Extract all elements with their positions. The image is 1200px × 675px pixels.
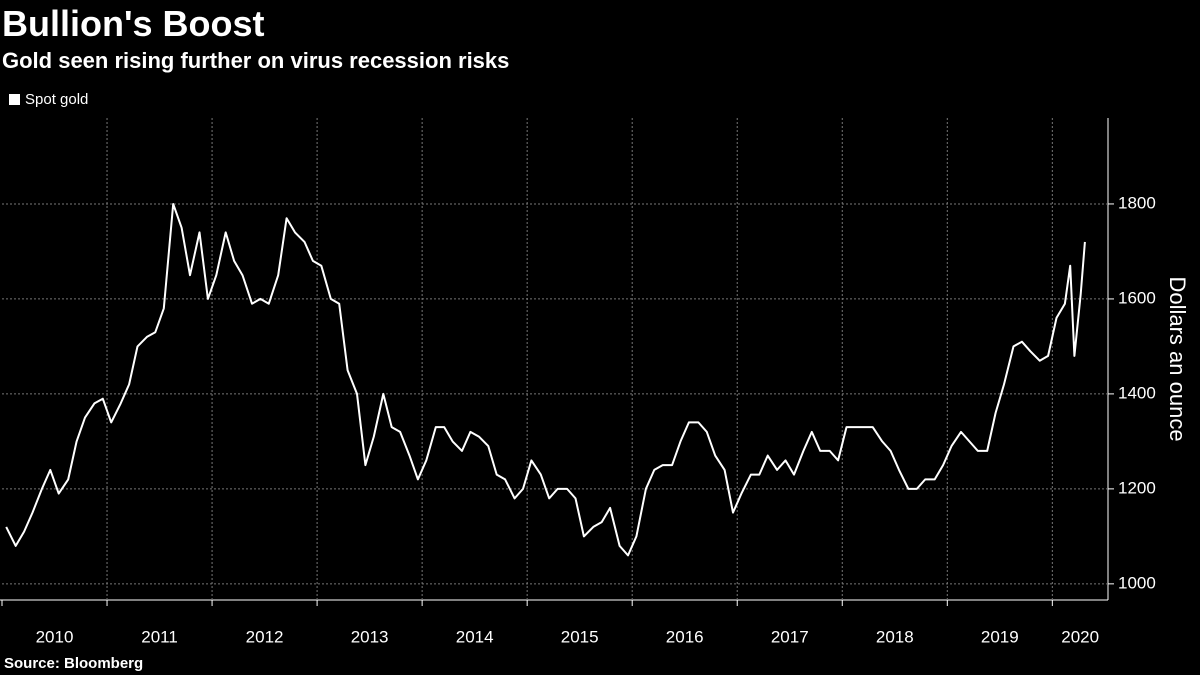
x-tick-label: 2019 <box>981 627 1019 646</box>
x-tick-label: 2012 <box>246 627 284 646</box>
legend-label: Spot gold <box>25 91 88 108</box>
x-tick-label: 2017 <box>771 627 809 646</box>
y-tick-label: 1200 <box>1118 478 1156 497</box>
source: Source: Bloomberg <box>4 655 143 672</box>
x-tick-label: 2013 <box>351 627 389 646</box>
chart-subtitle: Gold seen rising further on virus recess… <box>2 48 509 73</box>
y-tick-label: 1400 <box>1118 383 1156 402</box>
x-tick-label: 2014 <box>456 627 494 646</box>
y-tick-label: 1600 <box>1118 288 1156 307</box>
y-tick-label: 1000 <box>1118 573 1156 592</box>
x-tick-label: 2011 <box>141 627 178 646</box>
legend-swatch <box>9 94 20 105</box>
x-tick-label: 2010 <box>36 627 74 646</box>
x-tick-label: 2018 <box>876 627 914 646</box>
x-tick-label: 2015 <box>561 627 599 646</box>
chart-title: Bullion's Boost <box>2 3 265 44</box>
x-tick-label: 2016 <box>666 627 704 646</box>
y-axis-label: Dollars an ounce <box>1165 276 1190 441</box>
x-tick-label: 2020 <box>1061 627 1099 646</box>
y-tick-label: 1800 <box>1118 193 1156 212</box>
price-line <box>5 203 1086 557</box>
